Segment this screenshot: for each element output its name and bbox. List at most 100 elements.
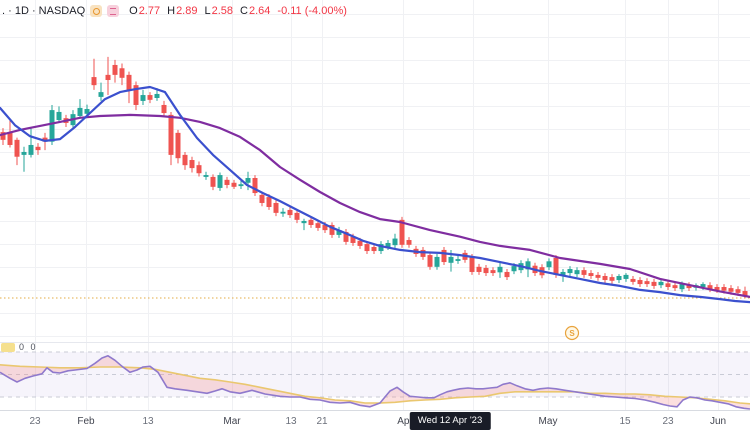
candle[interactable]	[28, 126, 34, 158]
candle-body	[77, 107, 83, 116]
candle[interactable]	[427, 252, 433, 270]
candle[interactable]	[336, 226, 342, 238]
candle[interactable]	[196, 161, 202, 177]
candle[interactable]	[497, 262, 503, 278]
candle[interactable]	[483, 264, 489, 276]
candle[interactable]	[581, 267, 587, 278]
candle[interactable]	[287, 207, 293, 219]
candle-body	[581, 270, 587, 275]
candle[interactable]	[665, 280, 671, 290]
candle[interactable]	[672, 282, 678, 292]
candle[interactable]	[119, 63, 125, 86]
candle[interactable]	[378, 241, 384, 254]
candle[interactable]	[252, 175, 258, 196]
candle[interactable]	[126, 71, 132, 104]
candle[interactable]	[140, 89, 146, 105]
split-event-icon[interactable]: S	[564, 325, 580, 341]
candle[interactable]	[546, 258, 552, 271]
candle[interactable]	[175, 129, 181, 164]
candle[interactable]	[595, 271, 601, 281]
chart-svg: S	[0, 0, 750, 410]
candle[interactable]	[56, 106, 62, 123]
candle[interactable]	[329, 222, 335, 238]
candle[interactable]	[245, 171, 251, 191]
ma-slow-line[interactable]	[0, 113, 750, 298]
candle[interactable]	[343, 229, 349, 245]
candle[interactable]	[434, 253, 440, 270]
candle[interactable]	[476, 263, 482, 275]
candle[interactable]	[574, 267, 580, 278]
candle[interactable]	[14, 137, 20, 166]
candle[interactable]	[301, 218, 307, 231]
candle[interactable]	[35, 143, 41, 155]
indicator-legend[interactable]: 0 0	[1, 342, 38, 352]
candle[interactable]	[161, 100, 167, 117]
candle[interactable]	[308, 216, 314, 228]
candle[interactable]	[623, 273, 629, 282]
circle-badge-icon[interactable]	[90, 5, 103, 17]
candle[interactable]	[504, 269, 510, 281]
candle-body	[721, 287, 727, 291]
candle[interactable]	[189, 156, 195, 173]
candle[interactable]	[231, 179, 237, 190]
candle-body	[168, 114, 174, 155]
candle[interactable]	[210, 174, 216, 191]
candle[interactable]	[182, 151, 188, 170]
candle[interactable]	[133, 81, 139, 111]
candle[interactable]	[7, 120, 13, 148]
candle[interactable]	[406, 237, 412, 248]
candle[interactable]	[455, 255, 461, 264]
candle[interactable]	[616, 274, 622, 283]
time-tick-label: Mar	[223, 416, 241, 427]
candle[interactable]	[602, 273, 608, 283]
candle[interactable]	[567, 266, 573, 276]
candle-body	[728, 288, 734, 292]
candle[interactable]	[105, 56, 111, 96]
candle[interactable]	[217, 172, 223, 191]
candle[interactable]	[168, 111, 174, 166]
candle-body	[203, 175, 209, 177]
candle[interactable]	[644, 278, 650, 288]
candle[interactable]	[203, 171, 209, 180]
candle[interactable]	[371, 244, 377, 254]
symbol-title[interactable]: . · 1D · NASDAQ	[2, 5, 86, 17]
candle[interactable]	[651, 278, 657, 289]
candle[interactable]	[658, 280, 664, 289]
chart-pane[interactable]: S	[0, 0, 750, 410]
candle[interactable]	[21, 146, 27, 172]
candle-body	[644, 281, 650, 285]
candle[interactable]	[630, 276, 636, 285]
candle[interactable]	[147, 92, 153, 104]
candle[interactable]	[0, 128, 6, 145]
grid	[0, 0, 750, 410]
candle[interactable]	[420, 247, 426, 260]
candle[interactable]	[707, 282, 713, 293]
candle[interactable]	[490, 267, 496, 276]
candle[interactable]	[238, 180, 244, 190]
candle[interactable]	[112, 59, 118, 83]
candle-body	[21, 151, 27, 155]
candle[interactable]	[91, 58, 97, 90]
ma-fast-line[interactable]	[0, 85, 750, 304]
stoch-k-line[interactable]	[0, 355, 750, 410]
candle[interactable]	[609, 274, 615, 284]
time-axis[interactable]: 23 Feb 13 Mar 13 21 Apr May 15 23 Jun Wed 12 Apr '2…	[0, 410, 750, 430]
candle[interactable]	[588, 270, 594, 279]
candle[interactable]	[294, 209, 300, 224]
candle[interactable]	[77, 99, 83, 119]
time-tick-label: 15	[619, 416, 631, 427]
candle[interactable]	[315, 220, 321, 231]
candle[interactable]	[224, 176, 230, 189]
candle[interactable]	[280, 208, 286, 217]
candle[interactable]	[686, 282, 692, 292]
candle[interactable]	[364, 241, 370, 254]
candle[interactable]	[49, 104, 55, 145]
candle[interactable]	[98, 82, 104, 101]
candle[interactable]	[273, 200, 279, 217]
candle[interactable]	[637, 277, 643, 288]
candle[interactable]	[392, 233, 398, 249]
candle-body	[91, 77, 97, 86]
candle[interactable]	[259, 191, 265, 207]
list-badge-icon[interactable]	[107, 5, 120, 17]
candle[interactable]	[441, 247, 447, 265]
